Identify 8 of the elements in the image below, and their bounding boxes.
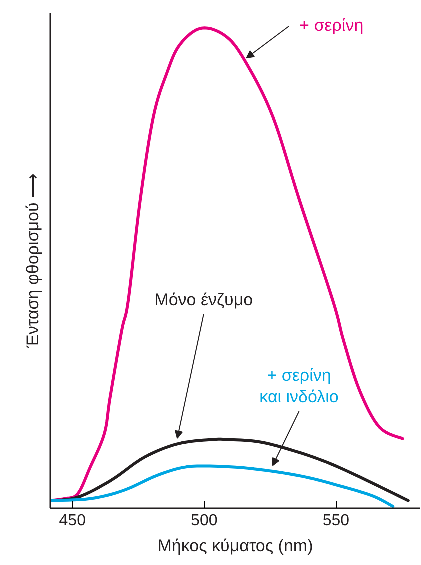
text: Μόνο ένζυμο	[154, 290, 254, 310]
text: + σερίνη και ινδόλιο	[260, 366, 339, 407]
x-tick-label: 550	[322, 512, 350, 530]
y-axis-title: Ένταση φθορισμού ⟶	[24, 174, 42, 349]
x-tick-label: 450	[59, 512, 86, 530]
text: + σερίνη	[300, 16, 364, 36]
x-tick-label: 500	[191, 512, 218, 530]
x-axis-title: Μήκος κύματος (nm)	[158, 536, 314, 556]
